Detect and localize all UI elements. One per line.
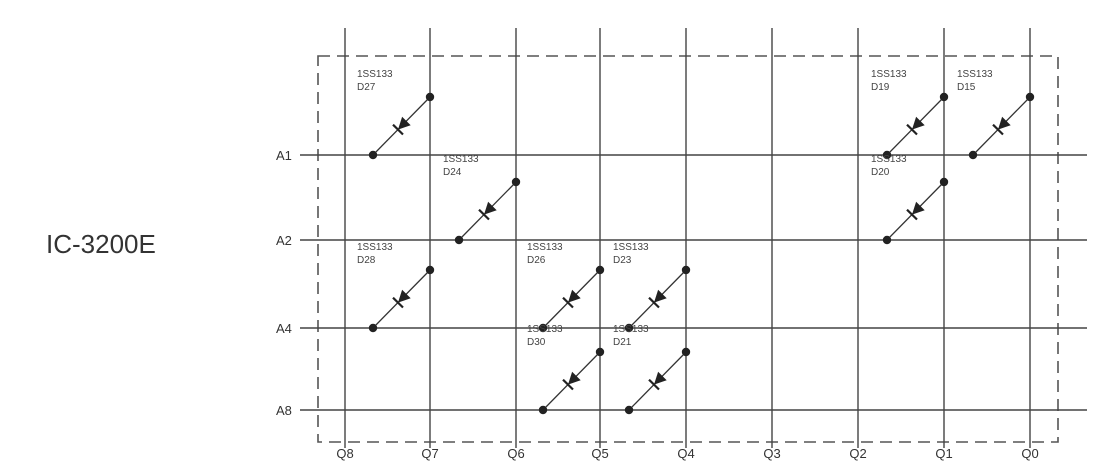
diode-symbol-icon (562, 289, 581, 309)
junction-dot (595, 265, 605, 275)
junction-dot (425, 92, 435, 102)
diode-part-label: 1SS133 (871, 154, 907, 165)
diode-symbol-icon (648, 289, 667, 309)
row-lines: A1 A2 A4 A8 (276, 148, 1087, 418)
diode-d24: 1SS133 D24 (443, 154, 521, 245)
diode-symbol-icon (392, 289, 411, 309)
diode-d20: 1SS133 D20 (871, 154, 949, 245)
diode-part-label: 1SS133 (443, 154, 479, 165)
diode-symbol-icon (392, 116, 411, 136)
junction-dot (368, 150, 378, 160)
column-label-q4: Q4 (677, 446, 694, 461)
junction-dot (425, 265, 435, 275)
column-label-q2: Q2 (849, 446, 866, 461)
junction-dot (538, 323, 548, 333)
board-outline (317, 55, 1059, 443)
diode-ref-label: D21 (613, 337, 632, 348)
junction-dot (681, 265, 691, 275)
row-label-a4: A4 (276, 321, 292, 336)
diode-d19: 1SS133 D19 (871, 69, 949, 160)
diode-symbol-icon (478, 201, 497, 221)
row-label-a8: A8 (276, 403, 292, 418)
diode-part-label: 1SS133 (527, 242, 563, 253)
diode-ref-label: D30 (527, 337, 546, 348)
row-label-a1: A1 (276, 148, 292, 163)
diode-ref-label: D26 (527, 255, 546, 266)
diode-ref-label: D24 (443, 167, 462, 178)
diode-d21: 1SS133 D21 (613, 324, 691, 415)
column-label-q3: Q3 (763, 446, 780, 461)
column-label-q1: Q1 (935, 446, 952, 461)
diode-ref-label: D28 (357, 255, 376, 266)
diode-d15: 1SS133 D15 (957, 69, 1035, 160)
diode-d28: 1SS133 D28 (357, 242, 435, 333)
diode-part-label: 1SS133 (613, 324, 649, 335)
junction-dot (681, 347, 691, 357)
diode-d30: 1SS133 D30 (527, 324, 605, 415)
diode-part-label: 1SS133 (957, 69, 993, 80)
diode-symbol-icon (562, 371, 581, 391)
diode-part-label: 1SS133 (357, 242, 393, 253)
junction-dot (1025, 92, 1035, 102)
junction-dot (454, 235, 464, 245)
diode-symbol-icon (906, 116, 925, 136)
diode-d23: 1SS133 D23 (613, 242, 691, 333)
model-title: IC-3200E (46, 229, 156, 259)
junction-dot (882, 150, 892, 160)
junction-dot (939, 92, 949, 102)
diode-d27: 1SS133 D27 (357, 69, 435, 160)
junction-dot (368, 323, 378, 333)
diode-ref-label: D20 (871, 167, 890, 178)
diode-ref-label: D15 (957, 82, 976, 93)
diode-symbol-icon (906, 201, 925, 221)
diode-d26: 1SS133 D26 (527, 242, 605, 333)
junction-dot (939, 177, 949, 187)
diode-part-label: 1SS133 (871, 69, 907, 80)
row-label-a2: A2 (276, 233, 292, 248)
junction-dot (624, 405, 634, 415)
column-label-q7: Q7 (421, 446, 438, 461)
column-label-q8: Q8 (336, 446, 353, 461)
diode-symbol-icon (648, 371, 667, 391)
column-label-q0: Q0 (1021, 446, 1038, 461)
diode-group: 1SS133D271SS133D241SS133D281SS133D261SS1… (357, 69, 1035, 415)
junction-dot (511, 177, 521, 187)
junction-dot (968, 150, 978, 160)
column-lines: Q8 Q7 Q6 Q5 Q4 Q3 Q2 Q1 Q0 (336, 28, 1039, 461)
junction-dot (624, 323, 634, 333)
junction-dot (538, 405, 548, 415)
junction-dot (882, 235, 892, 245)
diode-ref-label: D19 (871, 82, 890, 93)
diode-part-label: 1SS133 (357, 69, 393, 80)
diode-ref-label: D23 (613, 255, 632, 266)
diode-symbol-icon (992, 116, 1011, 136)
column-label-q5: Q5 (591, 446, 608, 461)
junction-dot (595, 347, 605, 357)
column-label-q6: Q6 (507, 446, 524, 461)
diode-part-label: 1SS133 (527, 324, 563, 335)
diode-ref-label: D27 (357, 82, 376, 93)
diode-part-label: 1SS133 (613, 242, 649, 253)
